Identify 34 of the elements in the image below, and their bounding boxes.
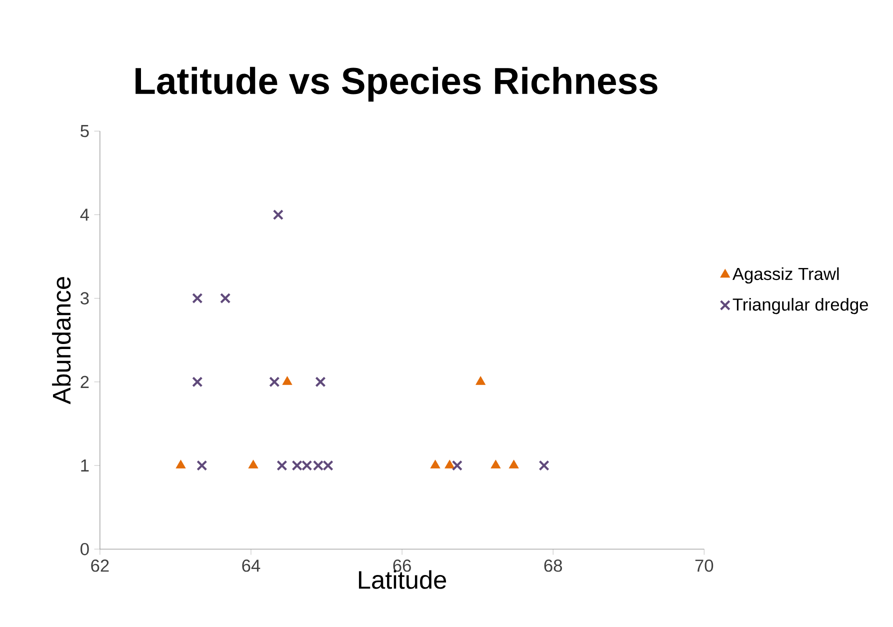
- chart-title: Latitude vs Species Richness: [136, 66, 658, 102]
- point: [196, 460, 208, 471]
- y-tick-label: 2: [80, 376, 89, 388]
- legend-label: Triangular dredge: [732, 298, 868, 314]
- point: [192, 292, 203, 304]
- point: [452, 460, 462, 471]
- x-tick-label: 68: [544, 560, 562, 572]
- point: [248, 460, 258, 468]
- x-tick-label: 64: [242, 560, 260, 572]
- x-tick-label: 70: [695, 560, 714, 572]
- point: [220, 292, 231, 304]
- y-tick-label: 0: [80, 542, 89, 556]
- point: [272, 209, 284, 220]
- x-tick-label: 62: [91, 560, 109, 572]
- point: [430, 460, 440, 468]
- point: [269, 376, 280, 388]
- y-tick-label: 1: [81, 460, 89, 472]
- point: [192, 376, 203, 388]
- y-tick-label: 3: [80, 292, 89, 304]
- y-axis-title: Abundance: [52, 277, 71, 404]
- point: [490, 460, 501, 468]
- point: [508, 460, 519, 468]
- x-tick-label: 66: [393, 560, 411, 572]
- point: [282, 376, 292, 385]
- y-tick-label: 5: [80, 125, 89, 138]
- point: [176, 460, 186, 468]
- x-axis-title: Latitude: [358, 570, 446, 589]
- legend-label: Agassiz Trawl: [732, 267, 839, 284]
- y-tick-label: 4: [80, 208, 90, 221]
- point: [444, 460, 455, 468]
- point: [315, 376, 326, 388]
- point: [538, 460, 550, 471]
- point: [476, 376, 486, 385]
- point: [276, 460, 288, 471]
